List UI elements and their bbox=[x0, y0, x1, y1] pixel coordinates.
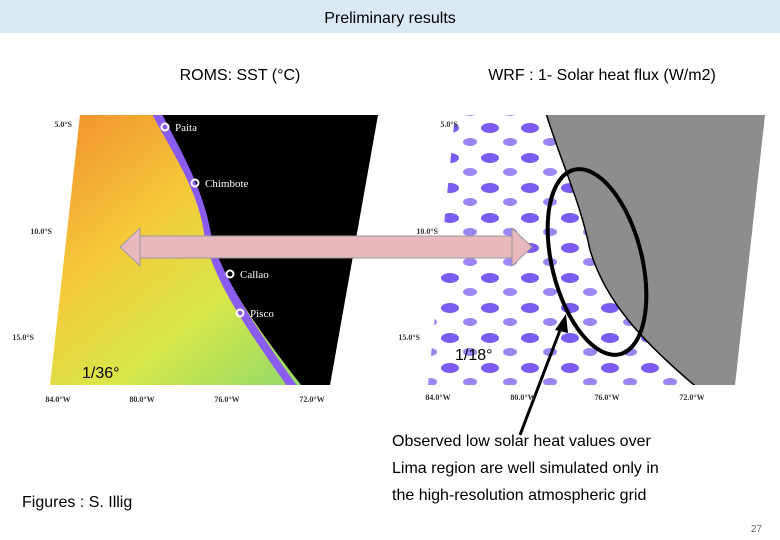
city-label: Pisco bbox=[250, 308, 274, 320]
credit: Figures : S. Illig bbox=[22, 494, 132, 511]
page-number: 27 bbox=[751, 524, 763, 535]
arrow-head bbox=[119, 226, 141, 268]
lat-label: 10.0°S bbox=[416, 227, 438, 236]
lat-label: 5.0°S bbox=[54, 120, 72, 129]
lon-label: 80.0°W bbox=[510, 393, 535, 402]
arrow-body bbox=[134, 235, 516, 259]
lon-label: 84.0°W bbox=[45, 395, 70, 404]
city-marker bbox=[190, 178, 200, 188]
caption-line: Lima region are well simulated only in bbox=[392, 460, 659, 477]
pointer-head bbox=[555, 314, 568, 333]
caption-line: Observed low solar heat values over bbox=[392, 433, 651, 450]
city-label: Chimbote bbox=[205, 178, 249, 190]
panel-title: WRF : 1- Solar heat flux (W/m2) bbox=[488, 67, 716, 84]
highlight-ellipse bbox=[545, 167, 649, 357]
lon-label: 76.0°W bbox=[594, 393, 619, 402]
resolution-label: 1/18° bbox=[455, 347, 493, 364]
lon-label: 72.0°W bbox=[679, 393, 704, 402]
lon-label: 84.0°W bbox=[425, 393, 450, 402]
slide-title: Preliminary results bbox=[324, 10, 456, 27]
lon-label: 76.0°W bbox=[214, 395, 239, 404]
lon-label: 80.0°W bbox=[129, 395, 154, 404]
caption-line: the high-resolution atmospheric grid bbox=[392, 487, 646, 504]
title-bar bbox=[0, 0, 780, 33]
lon-label: 72.0°W bbox=[299, 395, 324, 404]
arrow-head bbox=[511, 226, 533, 268]
city-marker bbox=[235, 308, 245, 318]
pointer-line bbox=[518, 324, 564, 436]
city-marker bbox=[225, 269, 235, 279]
city-marker bbox=[160, 122, 170, 132]
city-label: Paita bbox=[175, 122, 197, 134]
lat-label: 15.0°S bbox=[398, 333, 420, 342]
resolution-label: 1/36° bbox=[82, 365, 120, 382]
lat-label: 10.0°S bbox=[30, 227, 52, 236]
lat-label: 5.0°S bbox=[440, 120, 458, 129]
city-label: Callao bbox=[240, 269, 269, 281]
lat-label: 15.0°S bbox=[12, 333, 34, 342]
panel-title: ROMS: SST (°C) bbox=[180, 67, 301, 84]
